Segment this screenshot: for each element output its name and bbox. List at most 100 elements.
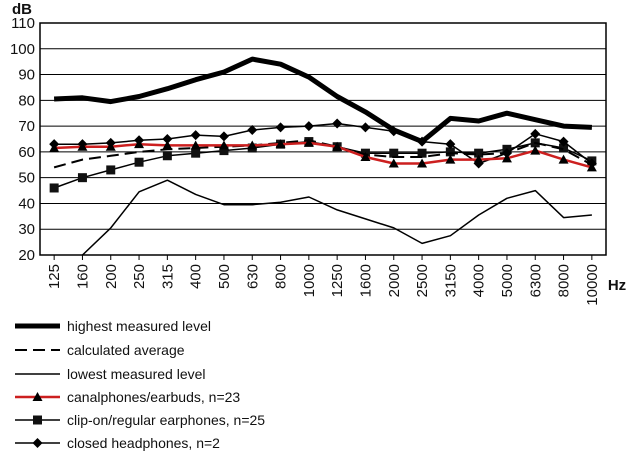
triangle-marker (303, 137, 314, 147)
x-tick-label: 1000 (301, 264, 318, 297)
triangle-marker (105, 141, 116, 151)
triangle-marker (417, 158, 428, 168)
triangle-marker (558, 154, 569, 164)
triangle-marker (275, 139, 286, 149)
diamond-marker (445, 139, 456, 150)
square-marker (134, 157, 144, 167)
triangle-marker (530, 145, 541, 155)
square-marker (77, 173, 87, 183)
x-tick-label: 1250 (329, 264, 346, 297)
y-tick-label: 100 (10, 41, 35, 58)
series-line (81, 179, 592, 255)
y-axis-unit-label: dB (12, 1, 32, 18)
x-tick-label: 400 (188, 264, 205, 289)
plot-frame (39, 22, 607, 256)
triangle-marker (190, 140, 201, 150)
legend-item: calculated average (15, 342, 185, 358)
x-tick-label: 5000 (499, 264, 516, 297)
legend-item: closed headphones, n=2 (15, 435, 220, 451)
square-marker (162, 151, 172, 161)
legend-item: canalphones/earbuds, n=23 (15, 389, 240, 405)
x-tick-label: 2500 (414, 264, 431, 297)
y-tick-label: 70 (18, 118, 35, 135)
diamond-marker (303, 121, 314, 132)
triangle-marker (49, 143, 60, 153)
triangle-marker (586, 162, 597, 172)
diamond-marker (530, 128, 541, 139)
x-tick-label: 1600 (357, 264, 374, 297)
square-marker (219, 146, 229, 156)
y-tick-label: 80 (18, 92, 35, 109)
triangle-marker (32, 392, 43, 401)
diamond-marker (332, 118, 343, 129)
y-tick-label: 50 (18, 170, 35, 187)
triangle-marker (162, 140, 173, 150)
triangle-marker (332, 141, 343, 151)
legend-item: highest measured level (15, 318, 211, 334)
x-tick-label: 3150 (442, 264, 459, 297)
triangle-marker (445, 154, 456, 164)
triangle-marker (247, 140, 258, 150)
y-tick-labels: 20 30 40 50 60 70 80 90 100 110 (10, 15, 35, 264)
x-axis-unit-label: Hz (608, 277, 626, 294)
gridlines (40, 22, 606, 256)
y-tick-label: 30 (18, 221, 35, 238)
square-marker (33, 415, 42, 425)
series-line (53, 139, 593, 169)
triangle-marker (501, 153, 512, 163)
x-tick-label: 500 (216, 264, 233, 289)
triangle-marker (360, 152, 371, 162)
diamond-marker (190, 130, 201, 141)
square-marker (559, 143, 569, 153)
x-tick-label: 160 (74, 264, 91, 289)
legend-label: closed headphones, n=2 (67, 435, 220, 451)
diamond-marker (558, 136, 569, 147)
diamond-marker (162, 134, 173, 144)
diamond-marker (32, 438, 43, 448)
square-marker (389, 148, 399, 158)
x-tick-label: 125 (46, 264, 63, 289)
x-tick-label: 10000 (584, 264, 601, 306)
triangle-marker (77, 141, 88, 151)
legend-label: lowest measured level (67, 366, 206, 382)
y-tick-label: 20 (18, 247, 35, 264)
square-marker (191, 148, 201, 158)
y-tick-label: 40 (18, 195, 35, 212)
legend-label: canalphones/earbuds, n=23 (67, 389, 240, 405)
triangle-marker (473, 154, 484, 164)
legend-item: clip-on/regular earphones, n=25 (15, 412, 265, 428)
x-tick-label: 2000 (386, 264, 403, 297)
square-marker (474, 148, 484, 158)
triangle-marker (388, 158, 399, 168)
y-tick-label: 90 (18, 67, 35, 84)
series-line (53, 56, 593, 145)
diamond-marker (218, 131, 229, 142)
legend: highest measured level calculated average… (15, 318, 265, 451)
legend-item: lowest measured level (15, 366, 206, 382)
diamond-marker (275, 122, 286, 133)
triangle-marker (218, 140, 229, 150)
square-marker (417, 148, 427, 158)
x-tick-label: 250 (131, 264, 148, 289)
legend-label: calculated average (67, 342, 185, 358)
legend-label: highest measured level (67, 318, 211, 334)
y-tick-label: 110 (11, 15, 35, 32)
series-1 (53, 139, 593, 169)
legend-label: clip-on/regular earphones, n=25 (67, 412, 265, 428)
diamond-marker (360, 122, 371, 133)
x-tick-label: 315 (159, 264, 176, 289)
x-tick-label: 4000 (471, 264, 488, 297)
square-marker (445, 147, 455, 157)
x-tick-label: 8000 (556, 264, 573, 297)
x-tick-label: 6300 (527, 264, 544, 297)
series-0 (53, 56, 593, 145)
series-3 (49, 137, 597, 172)
series-2 (81, 179, 592, 255)
x-tick-labels: 125 160 200 250 315 400 500 630 800 1000 1250 1600 2… (46, 255, 601, 306)
square-marker (106, 165, 116, 175)
diamond-marker (247, 124, 258, 135)
triangle-marker (134, 139, 145, 149)
series-line (54, 141, 593, 169)
x-tick-label: 800 (273, 264, 290, 289)
